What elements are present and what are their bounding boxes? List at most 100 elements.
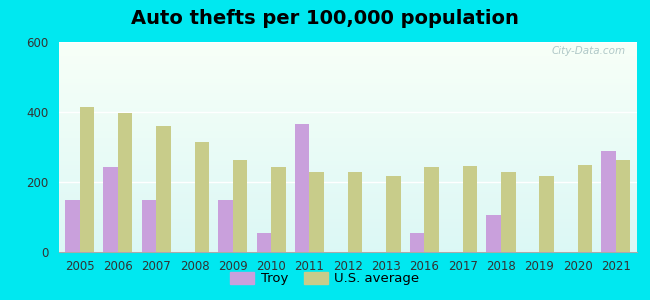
Bar (58, 105, 637, 107)
Bar (118, 113, 133, 252)
Bar (58, 134, 637, 136)
Bar (58, 97, 637, 99)
Bar (58, 210, 637, 212)
Bar (58, 246, 637, 248)
Bar (58, 69, 637, 71)
Bar (218, 200, 233, 252)
Bar (58, 235, 637, 237)
Bar (58, 204, 637, 206)
Bar (58, 202, 637, 204)
Bar (58, 166, 637, 168)
Bar (58, 149, 637, 151)
Bar (103, 167, 118, 252)
Bar (58, 220, 637, 223)
Bar (58, 168, 637, 170)
Bar (501, 172, 515, 252)
Bar (58, 191, 637, 193)
Bar (58, 197, 637, 200)
Bar (58, 244, 637, 246)
Bar (58, 185, 637, 187)
Bar (58, 242, 637, 244)
Bar (616, 160, 630, 252)
Bar (58, 139, 637, 141)
Bar (58, 88, 637, 90)
Bar (58, 225, 637, 227)
Bar (58, 128, 637, 130)
Bar (58, 174, 637, 176)
Bar (58, 162, 637, 164)
Bar (58, 63, 637, 65)
Bar (58, 71, 637, 74)
Bar (58, 160, 637, 162)
Bar (58, 65, 637, 67)
Bar (58, 216, 637, 218)
Bar (58, 250, 637, 252)
Bar (540, 176, 554, 252)
Bar (58, 90, 637, 92)
Bar (58, 155, 637, 158)
Bar (58, 208, 637, 210)
Bar (58, 212, 637, 214)
Bar (58, 107, 637, 109)
Bar (194, 142, 209, 252)
Bar (58, 151, 637, 153)
Bar (348, 172, 362, 252)
Bar (79, 107, 94, 252)
Bar (58, 103, 637, 105)
Bar (58, 67, 637, 69)
Bar (58, 122, 637, 124)
Bar (58, 118, 637, 120)
Bar (58, 48, 637, 50)
Bar (58, 239, 637, 242)
Bar (58, 99, 637, 101)
Bar (58, 46, 637, 48)
Bar (463, 166, 477, 252)
Bar (58, 170, 637, 172)
Bar (58, 218, 637, 220)
Bar (58, 52, 637, 55)
Bar (58, 193, 637, 195)
Bar (58, 229, 637, 231)
Bar (58, 50, 637, 52)
Bar (58, 158, 637, 160)
Bar (58, 113, 637, 116)
Bar (58, 181, 637, 183)
Bar (424, 167, 439, 252)
Bar (58, 80, 637, 82)
Bar (58, 183, 637, 185)
Text: City-Data.com: City-Data.com (551, 46, 625, 56)
Bar (58, 84, 637, 86)
Bar (486, 215, 501, 252)
Bar (58, 200, 637, 202)
Bar (142, 200, 156, 252)
Bar (58, 143, 637, 145)
Bar (58, 111, 637, 113)
Bar (58, 176, 637, 178)
Bar (58, 74, 637, 76)
Text: Auto thefts per 100,000 population: Auto thefts per 100,000 population (131, 9, 519, 28)
Bar (58, 92, 637, 95)
Bar (58, 136, 637, 139)
Bar (58, 76, 637, 78)
Bar (58, 55, 637, 57)
Bar (58, 248, 637, 250)
Bar (58, 214, 637, 216)
Bar (58, 172, 637, 174)
Bar (58, 124, 637, 126)
Bar (58, 86, 637, 88)
Bar (58, 187, 637, 189)
Bar (58, 61, 637, 63)
Bar (58, 164, 637, 166)
Bar (58, 120, 637, 122)
Bar (58, 130, 637, 132)
Bar (58, 189, 637, 191)
Bar (58, 94, 637, 97)
Bar (309, 172, 324, 252)
Bar (58, 178, 637, 181)
Bar (156, 126, 171, 252)
Bar (58, 237, 637, 239)
Bar (295, 124, 309, 252)
Bar (58, 101, 637, 103)
Bar (58, 147, 637, 149)
Bar (58, 153, 637, 155)
